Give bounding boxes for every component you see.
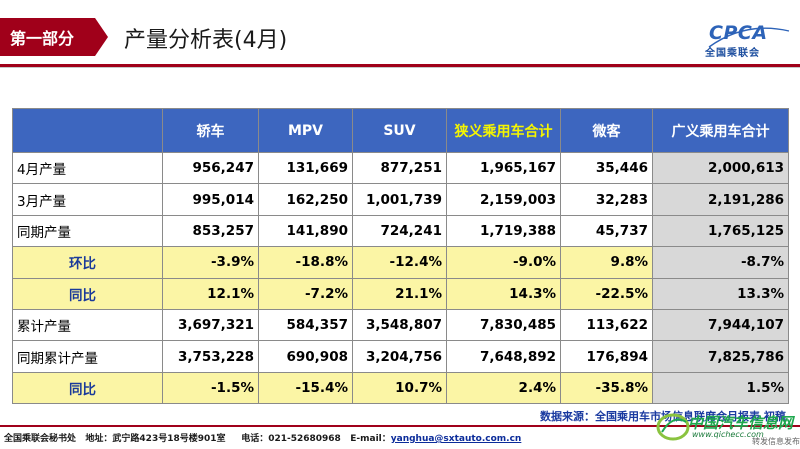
column-header: 微客 <box>560 108 653 153</box>
table-cell: 1,765,125 <box>652 214 789 248</box>
table-cell: 2,000,613 <box>652 151 789 185</box>
watermark-url: www.qichecc.com <box>692 430 764 439</box>
table-row: 累计产量 3,697,321 584,357 3,548,807 7,830,485 11… <box>12 308 789 342</box>
table-cell: 3,548,807 <box>352 308 447 342</box>
table-cell: 32,283 <box>560 183 653 216</box>
table-cell: 956,247 <box>162 151 259 185</box>
table-cell: 3,697,321 <box>162 308 259 342</box>
table-cell: -35.8% <box>560 371 653 405</box>
table-cell: 853,257 <box>162 214 259 248</box>
table-cell: -3.9% <box>162 246 259 279</box>
table-cell: -22.5% <box>560 277 653 310</box>
header-divider <box>0 64 800 67</box>
section-tab: 第一部分 <box>0 18 108 56</box>
column-header: 狭义乘用车合计 <box>446 108 561 153</box>
table-cell: 1.5% <box>652 371 789 405</box>
cpca-logo: CPCA 全国乘联会 <box>703 22 793 62</box>
table-cell: 1,965,167 <box>446 151 561 185</box>
table-cell: 12.1% <box>162 277 259 310</box>
footer-email-label: E-mail： <box>350 434 391 444</box>
table-cell: 7,830,485 <box>446 308 561 342</box>
row-label: 累计产量 <box>12 308 163 342</box>
table-body: 4月产量 956,247 131,669 877,251 1,965,167 35,446… <box>12 151 789 405</box>
table-cell: -18.8% <box>258 246 353 279</box>
footer-org: 全国乘联会秘书处 <box>4 434 77 444</box>
table-cell: 176,894 <box>560 340 653 373</box>
table-cell: 690,908 <box>258 340 353 373</box>
table-cell: 113,622 <box>560 308 653 342</box>
header-cell-blank <box>12 108 163 153</box>
table-cell: 2.4% <box>446 371 561 405</box>
table-cell: 35,446 <box>560 151 653 185</box>
footer-email-link[interactable]: yanghua@sxtauto.com.cn <box>390 434 522 444</box>
footer-divider <box>0 425 800 427</box>
table-cell: 1,001,739 <box>352 183 447 216</box>
table-cell: 21.1% <box>352 277 447 310</box>
table-cell: -12.4% <box>352 246 447 279</box>
table-cell: 2,159,003 <box>446 183 561 216</box>
table-cell: 14.3% <box>446 277 561 310</box>
table-cell: 131,669 <box>258 151 353 185</box>
row-label: 同期产量 <box>12 214 163 248</box>
production-table-container: 轿车 MPV SUV 狭义乘用车合计 微客 广义乘用车合计 4月产量 956,247 131,… <box>12 108 789 405</box>
slide-header: 第一部分 产量分析表(4月) CPCA 全国乘联会 <box>0 0 800 68</box>
table-row: 4月产量 956,247 131,669 877,251 1,965,167 35,446… <box>12 151 789 185</box>
table-cell: 45,737 <box>560 214 653 248</box>
row-label: 环比 <box>12 246 163 279</box>
table-cell: 2,191,286 <box>652 183 789 216</box>
production-table: 轿车 MPV SUV 狭义乘用车合计 微客 广义乘用车合计 4月产量 956,247 131,… <box>12 108 789 405</box>
table-cell: 141,890 <box>258 214 353 248</box>
table-row: 同期累计产量 3,753,228 690,908 3,204,756 7,648,892… <box>12 340 789 373</box>
table-cell: 162,250 <box>258 183 353 216</box>
table-cell: 877,251 <box>352 151 447 185</box>
table-row: 同比 -1.5% -15.4% 10.7% 2.4% -35.8% 1.5% <box>12 371 789 405</box>
watermark-text: 中国汽车信息网 <box>688 414 794 432</box>
footer-address: 地址：武宁路423号18号楼901室 <box>85 434 226 444</box>
table-cell: -8.7% <box>652 246 789 279</box>
column-header: SUV <box>352 108 447 153</box>
column-header: 轿车 <box>162 108 259 153</box>
row-label: 同比 <box>12 371 163 405</box>
table-cell: 724,241 <box>352 214 447 248</box>
watermark: 中国汽车信息网 www.qichecc.com 转发信息发布 <box>652 406 800 449</box>
table-cell: 9.8% <box>560 246 653 279</box>
table-row: 环比 -3.9% -18.8% -12.4% -9.0% 9.8% -8.7% <box>12 246 789 279</box>
table-cell: 10.7% <box>352 371 447 405</box>
footer-contact: 全国乘联会秘书处 地址：武宁路423号18号楼901室 电话：021-52680… <box>4 431 521 444</box>
page-title: 产量分析表(4月) <box>124 28 288 53</box>
table-cell: -7.2% <box>258 277 353 310</box>
watermark-tag: 转发信息发布 <box>752 437 800 446</box>
footer-phone: 电话：021-52680968 <box>241 434 341 444</box>
table-cell: 7,825,786 <box>652 340 789 373</box>
table-row: 3月产量 995,014 162,250 1,001,739 2,159,003 32,2… <box>12 183 789 216</box>
logo-swoosh-icon <box>708 27 790 48</box>
row-label: 3月产量 <box>12 183 163 216</box>
table-cell: 3,204,756 <box>352 340 447 373</box>
column-header: MPV <box>258 108 353 153</box>
table-row: 同比 12.1% -7.2% 21.1% 14.3% -22.5% 13.3% <box>12 277 789 310</box>
table-cell: 7,944,107 <box>652 308 789 342</box>
table-cell: -1.5% <box>162 371 259 405</box>
table-cell: 13.3% <box>652 277 789 310</box>
table-header-row: 轿车 MPV SUV 狭义乘用车合计 微客 广义乘用车合计 <box>12 108 789 153</box>
table-cell: 3,753,228 <box>162 340 259 373</box>
table-cell: -9.0% <box>446 246 561 279</box>
table-cell: 1,719,388 <box>446 214 561 248</box>
row-label: 同期累计产量 <box>12 340 163 373</box>
row-label: 同比 <box>12 277 163 310</box>
logo-subtitle: 全国乘联会 <box>705 48 760 59</box>
watermark-swirl-icon <box>656 413 690 441</box>
table-row: 同期产量 853,257 141,890 724,241 1,719,388 45,737… <box>12 214 789 248</box>
header-divider-shadow <box>0 67 800 68</box>
table-cell: -15.4% <box>258 371 353 405</box>
table-cell: 7,648,892 <box>446 340 561 373</box>
column-header: 广义乘用车合计 <box>652 108 789 153</box>
row-label: 4月产量 <box>12 151 163 185</box>
table-cell: 995,014 <box>162 183 259 216</box>
table-cell: 584,357 <box>258 308 353 342</box>
